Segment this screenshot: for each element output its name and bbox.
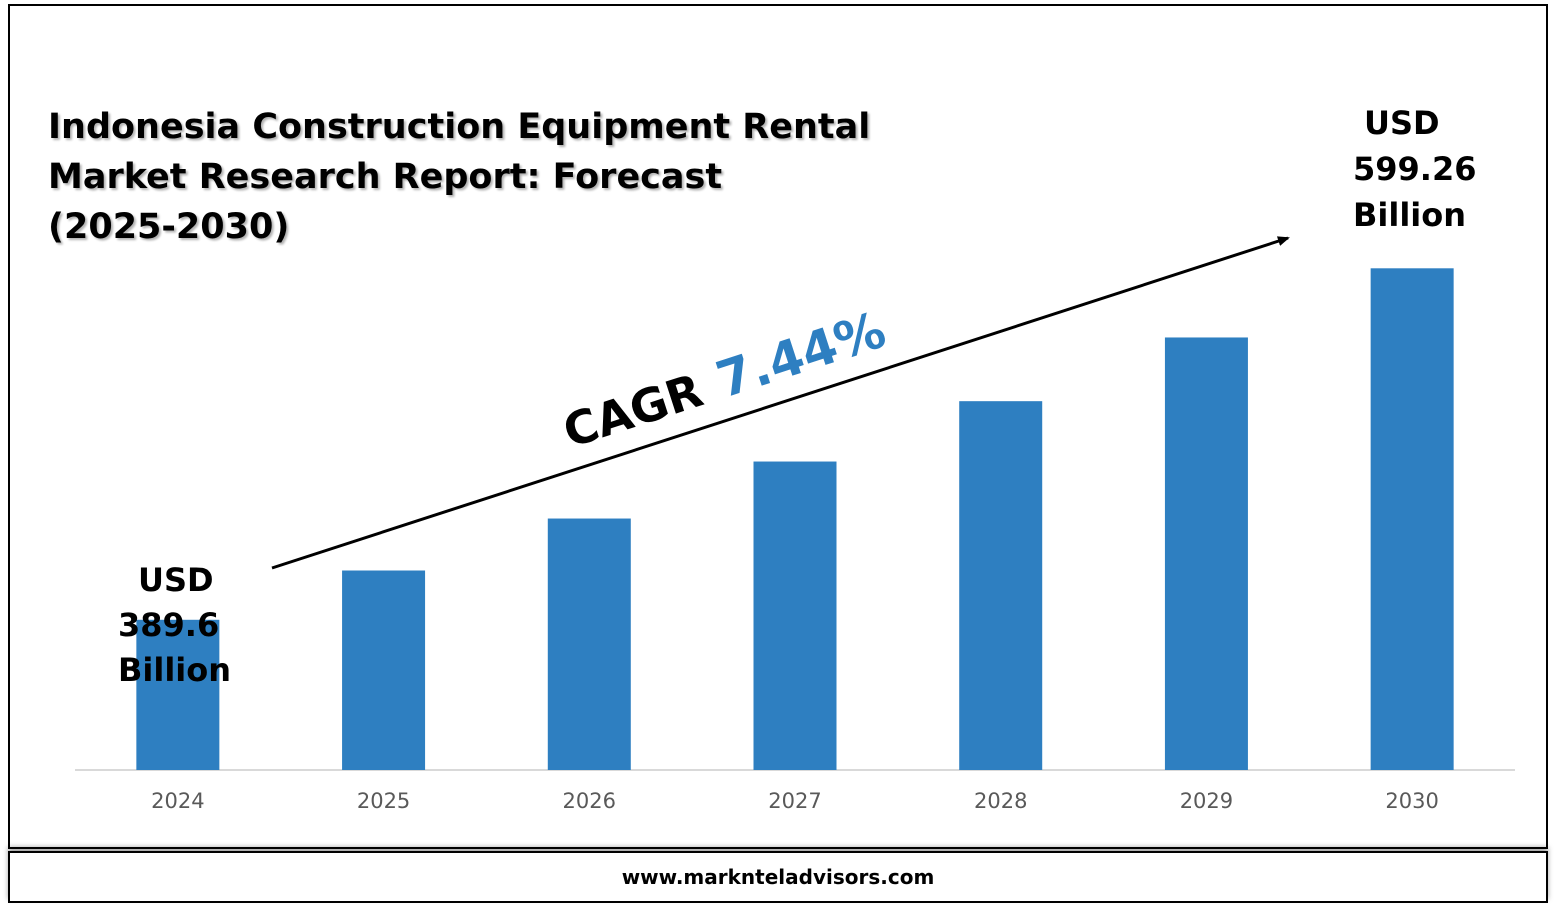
bar-2029 [1164,337,1248,770]
cagr-arrow [271,236,1290,570]
chart-title-line-3: (2025-2030) [48,207,290,247]
chart-title: Indonesia Construction Equipment Rental … [48,102,870,252]
end-label-line-3: Billion [1353,196,1466,234]
x-tick-labels: 2024 2025 2026 2027 2028 2029 2030 [151,789,1439,813]
cagr-label: CAGR [557,363,709,458]
cagr-text: CAGR 7.44% [556,301,893,460]
cagr-value: 7.44% [710,301,893,410]
end-label-line-2: 599.26 [1353,150,1476,188]
website-link[interactable]: www.marknteladvisors.com [621,865,935,889]
chart-title-line-1: Indonesia Construction Equipment Rental [48,107,871,147]
x-tick-2025: 2025 [357,789,410,813]
x-tick-2026: 2026 [563,789,616,813]
start-label-line-1: USD [138,561,214,599]
x-tick-2024: 2024 [151,789,204,813]
bar-2028 [959,401,1043,770]
chart-title-line-2: Market Research Report: Forecast [48,157,723,197]
bar-2030 [1370,268,1454,770]
start-value-label: USD 389.6 Billion [118,561,231,689]
bar-2025 [342,570,426,770]
x-tick-2028: 2028 [974,789,1027,813]
start-label-line-3: Billion [118,651,231,689]
bars-group [136,268,1454,770]
bar-2026 [547,518,631,770]
bar-2027 [753,461,837,770]
x-tick-2029: 2029 [1180,789,1233,813]
footer-bar: www.marknteladvisors.com [8,851,1548,903]
x-tick-2027: 2027 [768,789,821,813]
start-label-line-2: 389.6 [118,606,219,644]
end-label-line-1: USD [1364,104,1440,142]
bar-2024 [136,619,220,770]
end-value-label: USD 599.26 Billion [1353,104,1476,234]
x-tick-2030: 2030 [1385,789,1438,813]
